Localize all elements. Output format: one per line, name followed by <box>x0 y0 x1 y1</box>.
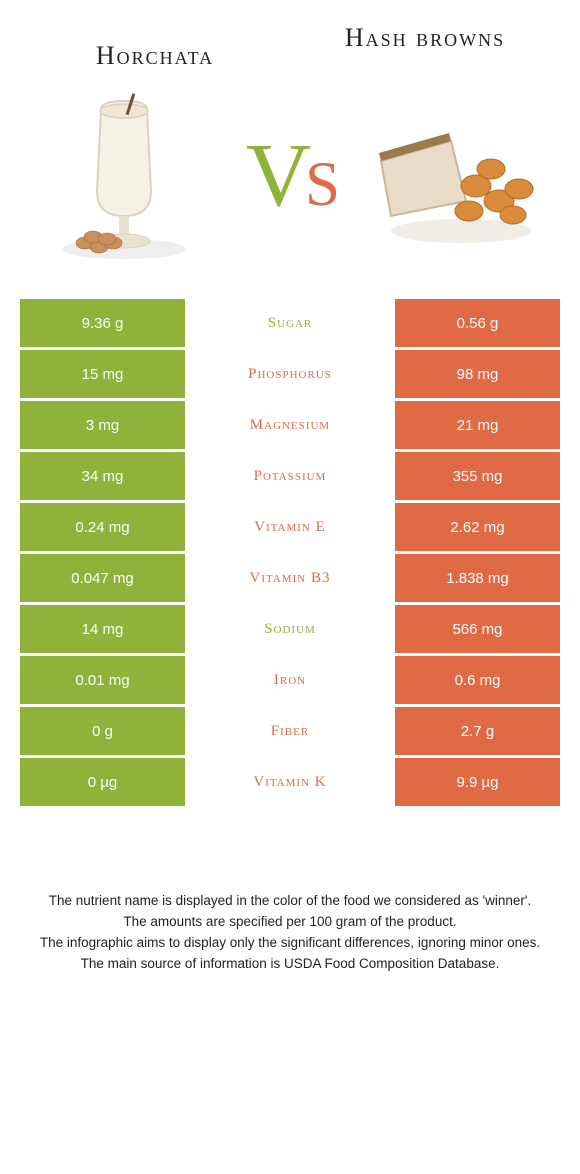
nutrient-label: Vitamin E <box>188 503 392 551</box>
right-value: 98 mg <box>395 350 560 398</box>
left-value: 3 mg <box>20 401 185 449</box>
nutrient-row: 15 mgPhosphorus98 mg <box>20 350 560 398</box>
left-value: 15 mg <box>20 350 185 398</box>
left-value: 0 µg <box>20 758 185 806</box>
left-value: 0.01 mg <box>20 656 185 704</box>
nutrient-label: Sugar <box>188 299 392 347</box>
nutrient-row: 34 mgPotassium355 mg <box>20 452 560 500</box>
nutrient-label: Potassium <box>188 452 392 500</box>
right-value: 21 mg <box>395 401 560 449</box>
right-value: 2.62 mg <box>395 503 560 551</box>
nutrient-row: 0.01 mgIron0.6 mg <box>20 656 560 704</box>
left-value: 0.047 mg <box>20 554 185 602</box>
left-value: 0 g <box>20 707 185 755</box>
nutrient-row: 3 mgMagnesium21 mg <box>20 401 560 449</box>
footer-line: The amounts are specified per 100 gram o… <box>30 913 550 932</box>
nutrient-label: Vitamin B3 <box>188 554 392 602</box>
nutrient-row: 0.047 mgVitamin B31.838 mg <box>20 554 560 602</box>
right-value: 355 mg <box>395 452 560 500</box>
right-value: 0.6 mg <box>395 656 560 704</box>
nutrient-label: Magnesium <box>188 401 392 449</box>
nutrient-label: Fiber <box>188 707 392 755</box>
nutrient-label: Iron <box>188 656 392 704</box>
footer-line: The infographic aims to display only the… <box>30 934 550 953</box>
nutrient-label: Phosphorus <box>188 350 392 398</box>
footer-line: The main source of information is USDA F… <box>30 955 550 974</box>
right-value: 1.838 mg <box>395 554 560 602</box>
nutrient-row: 0 µgVitamin K9.9 µg <box>20 758 560 806</box>
vs-label: Vs <box>246 131 334 221</box>
vs-v: V <box>246 126 305 225</box>
nutrient-label: Sodium <box>188 605 392 653</box>
left-value: 9.36 g <box>20 299 185 347</box>
vs-s: s <box>305 126 334 225</box>
right-value: 0.56 g <box>395 299 560 347</box>
left-value: 14 mg <box>20 605 185 653</box>
header: Horchata Hash browns <box>20 24 560 69</box>
nutrient-row: 9.36 gSugar0.56 g <box>20 299 560 347</box>
right-value: 9.9 µg <box>395 758 560 806</box>
left-food-title: Horchata <box>20 24 290 69</box>
hash-browns-image <box>371 91 541 261</box>
images-row: Vs <box>20 81 560 271</box>
horchata-image <box>39 91 209 261</box>
nutrient-table: 9.36 gSugar0.56 g15 mgPhosphorus98 mg3 m… <box>20 299 560 806</box>
right-value: 2.7 g <box>395 707 560 755</box>
left-value: 34 mg <box>20 452 185 500</box>
nutrient-row: 0 gFiber2.7 g <box>20 707 560 755</box>
footer-notes: The nutrient name is displayed in the co… <box>20 892 560 974</box>
nutrient-row: 14 mgSodium566 mg <box>20 605 560 653</box>
nutrient-label: Vitamin K <box>188 758 392 806</box>
nutrient-row: 0.24 mgVitamin E2.62 mg <box>20 503 560 551</box>
right-food-title: Hash browns <box>290 24 560 51</box>
footer-line: The nutrient name is displayed in the co… <box>30 892 550 911</box>
right-value: 566 mg <box>395 605 560 653</box>
left-value: 0.24 mg <box>20 503 185 551</box>
